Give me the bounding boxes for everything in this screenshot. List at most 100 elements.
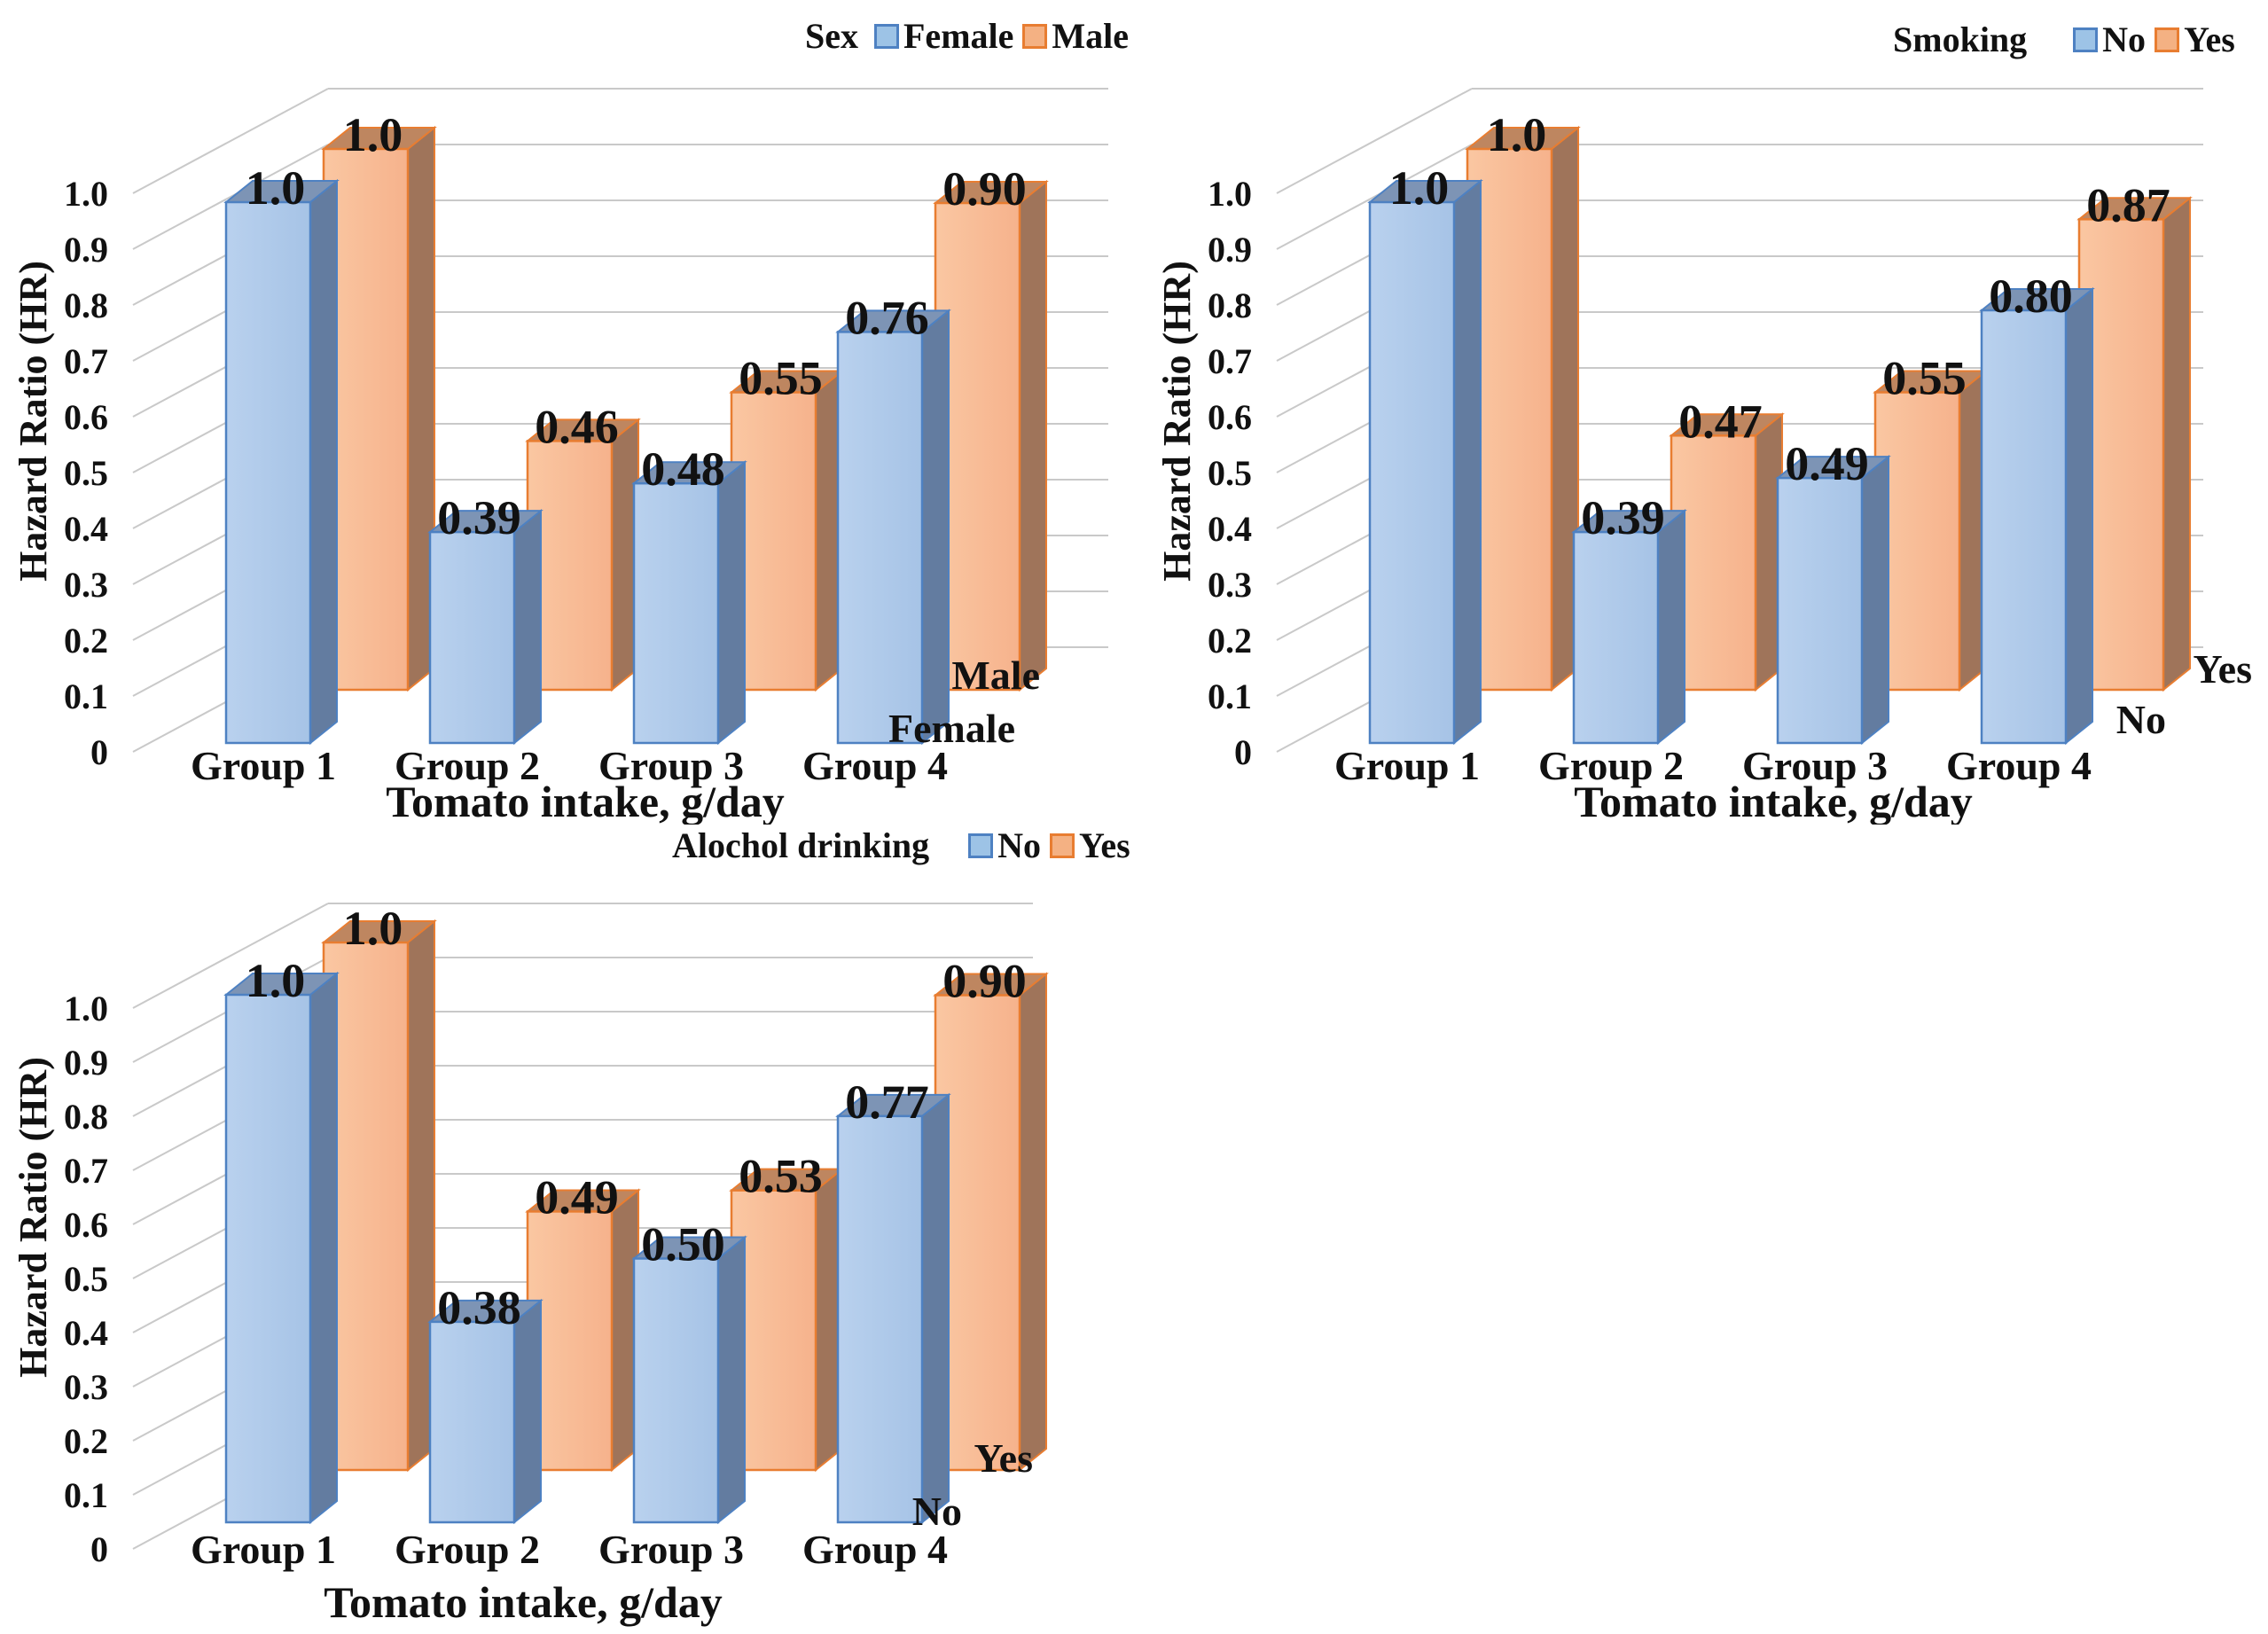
depth-axis-label: No (2116, 697, 2166, 742)
bar-no-group-4 (1979, 286, 2095, 746)
x-category-label: Group 2 (1538, 743, 1684, 788)
y-tick-label: 0.6 (64, 1205, 108, 1245)
bar-no-group-1 (1367, 178, 1483, 746)
y-tick-label: 0.1 (64, 1475, 108, 1515)
bar-value-label: 0.46 (535, 400, 619, 453)
bar-side-face (309, 178, 338, 746)
y-tick-label: 0.9 (64, 1043, 108, 1083)
bar-no-group-4 (835, 1092, 951, 1525)
bar-male-group-3 (729, 369, 845, 692)
y-tick-label: 0.3 (1208, 565, 1252, 605)
gridline-diagonal (132, 903, 329, 1009)
y-tick-label: 1.0 (1208, 174, 1252, 214)
bar-female-group-3 (631, 460, 747, 746)
bar-value-label: 0.48 (641, 442, 725, 496)
bar-front-face (836, 331, 924, 745)
bar-male-group-4 (933, 179, 1049, 692)
bar-yes-group-2 (1669, 412, 1785, 692)
legend-label-yes: Yes (2184, 20, 2235, 59)
bar-value-label: 0.49 (1785, 437, 1869, 490)
x-category-label: Group 2 (395, 743, 540, 788)
bar-value-label: 1.0 (343, 902, 403, 955)
legend-swatch-no (2073, 27, 2099, 52)
y-tick-label: 0.3 (64, 1367, 108, 1407)
y-axis-title: Hazard Ratio (HR) (12, 261, 55, 582)
plot-sex: 1.0 0.46 0.55 0.90 1.0 0.39 0.48 0.76 1.0 0.9 0.8 0… (12, 88, 1108, 825)
bar-male-group-2 (525, 418, 641, 692)
gridline-diagonal (132, 88, 329, 194)
legend-label-male: Male (1052, 16, 1129, 56)
legend-alcohol: Alochol drinking No Yes (672, 825, 1130, 866)
legend-title: Sex (805, 16, 858, 56)
bar-female-group-2 (427, 509, 544, 746)
x-category-label: Group 3 (598, 743, 744, 788)
y-tick-label: 0.1 (64, 676, 108, 716)
x-category-label: Group 4 (802, 743, 948, 788)
bar-value-label: 1.0 (1389, 161, 1450, 215)
y-tick-label: 0.2 (1208, 621, 1252, 661)
bar-front-face (632, 1257, 720, 1524)
bar-side-face (717, 460, 746, 746)
y-tick-label: 0.9 (64, 230, 108, 270)
y-tick-label: 0.6 (64, 397, 108, 437)
legend-label-no: No (997, 825, 1041, 865)
y-tick-label: 0.8 (64, 285, 108, 325)
bar-no-group-2 (1571, 509, 1687, 746)
bar-side-face (1861, 455, 1889, 746)
legend-smoking: Smoking No Yes (1893, 19, 2235, 60)
bar-male-group-1 (321, 125, 437, 692)
bar-side-face (1657, 509, 1685, 746)
bar-side-face (309, 971, 338, 1525)
y-tick-label: 0.1 (1208, 676, 1252, 716)
y-tick-label: 0.4 (1208, 509, 1252, 549)
gridline-diagonal (1276, 88, 1473, 194)
x-category-label: Group 3 (598, 1527, 744, 1572)
y-tick-label: 0 (90, 1529, 108, 1569)
y-tick-label: 0.5 (64, 1259, 108, 1299)
bar-no-group-3 (631, 1235, 747, 1525)
bar-value-label: 0.49 (535, 1170, 619, 1224)
legend-label-no: No (2102, 20, 2147, 59)
bar-value-label: 0.55 (1882, 352, 1967, 405)
y-tick-label: 0 (90, 732, 108, 772)
bar-yes-group-1 (321, 919, 437, 1473)
y-tick-label: 1.0 (64, 174, 108, 214)
plot-alcohol: 1.00.49 0.530.901.00.380.500.771.00.90.80… (12, 902, 1049, 1627)
bar-value-label: 0.39 (1581, 491, 1665, 544)
x-axis-title: Tomato intake, g/day (324, 1577, 723, 1627)
x-category-label: Group 1 (1334, 743, 1480, 788)
depth-axis-label: Yes (2194, 646, 2252, 692)
x-axis-title: Tomato intake, g/day (1574, 777, 1973, 825)
bar-front-face (428, 1320, 516, 1524)
bar-yes-group-3 (729, 1167, 845, 1473)
legend-swatch-male (1022, 23, 1048, 49)
y-tick-label: 0.9 (1208, 230, 1252, 270)
bar-side-face (1019, 179, 1047, 692)
bar-front-face (836, 1114, 924, 1524)
bar-yes-group-3 (1873, 369, 1989, 692)
bar-side-face (2065, 286, 2093, 746)
bar-front-face (224, 200, 312, 745)
bar-value-label: 1.0 (1487, 108, 1547, 161)
plot-smoking: 1.00.470.550.871.00.390.490.801.00.90.80… (1155, 88, 2252, 825)
bar-value-label: 0.53 (739, 1150, 823, 1203)
bar-side-face (921, 309, 950, 746)
legend-swatch-female (874, 23, 899, 49)
bar-front-face (1980, 309, 2068, 745)
y-tick-label: 0 (1234, 732, 1252, 772)
y-tick-label: 0.7 (1208, 341, 1252, 381)
bar-front-face (1368, 200, 1456, 745)
y-tick-label: 1.0 (64, 989, 108, 1028)
bar-value-label: 0.50 (641, 1218, 725, 1271)
bar-side-face (2162, 196, 2191, 692)
legend-swatch-no (968, 833, 994, 858)
depth-axis-label: Yes (974, 1435, 1033, 1481)
x-category-label: Group 1 (191, 743, 336, 788)
bar-yes-group-2 (525, 1188, 641, 1473)
bar-front-face (1572, 530, 1660, 745)
bar-value-label: 0.38 (437, 1281, 521, 1334)
bar-no-group-2 (427, 1298, 544, 1525)
y-tick-label: 0.2 (64, 621, 108, 661)
bar-value-label: 0.90 (942, 955, 1027, 1008)
legend-swatch-yes (2155, 27, 2180, 52)
